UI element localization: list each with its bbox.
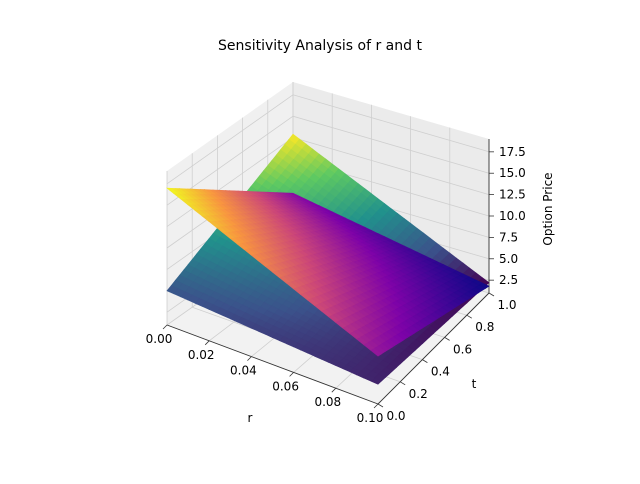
x-tick-mark: [204, 340, 210, 346]
x-tick-mark: [162, 324, 168, 330]
gridline-z: [166, 94, 490, 185]
y-tick-mark: [377, 403, 384, 408]
y-tick-mark: [488, 292, 495, 297]
x-axis-label: r: [248, 411, 253, 425]
z-tick-label: 12.5: [499, 188, 526, 202]
gridline-z: [166, 115, 490, 206]
y-tick-label: 0.6: [453, 342, 472, 356]
x-tick-label: 0.06: [272, 379, 299, 393]
y-axis-line: [377, 292, 490, 405]
y-tick-label: 0.0: [386, 409, 405, 423]
z-tick-label: 17.5: [499, 145, 526, 159]
surface-patch: [370, 347, 383, 357]
z-axis-label: Option Price: [541, 172, 555, 245]
chart-title: Sensitivity Analysis of r and t: [218, 38, 422, 54]
x-axis-line: [166, 324, 379, 405]
y-axis-label: t: [472, 377, 477, 391]
surface-plasma: [166, 187, 490, 357]
z-tick-label: 7.5: [499, 230, 518, 244]
x-tick-label: 0.00: [146, 332, 173, 346]
y-tick-label: 0.2: [409, 387, 428, 401]
y-tick-mark: [444, 337, 450, 341]
surface-patch: [370, 377, 383, 385]
y-tick-mark: [466, 314, 473, 319]
tick-labels: 0.000.020.040.060.080.10 0.00.20.40.60.81…: [146, 145, 526, 425]
x-tick-label: 0.04: [230, 364, 257, 378]
x-tick-mark: [331, 387, 337, 393]
y-tick-label: 1.0: [497, 298, 516, 312]
x-tick-mark: [373, 403, 379, 409]
x-tick-label: 0.10: [357, 411, 384, 425]
x-tick-mark: [247, 356, 252, 361]
z-tick-label: 10.0: [499, 209, 526, 223]
y-tick-mark: [399, 381, 406, 386]
y-tick-mark: [422, 359, 428, 363]
z-tick-label: 2.5: [499, 273, 518, 287]
y-tick-label: 0.4: [431, 365, 450, 379]
x-tick-mark: [289, 372, 294, 377]
z-tick-label: 5.0: [499, 252, 518, 266]
surfaces: [166, 133, 490, 385]
x-tick-label: 0.02: [188, 348, 215, 362]
z-tick-label: 15.0: [499, 166, 526, 180]
y-tick-label: 0.8: [475, 320, 494, 334]
x-tick-label: 0.08: [314, 395, 341, 409]
